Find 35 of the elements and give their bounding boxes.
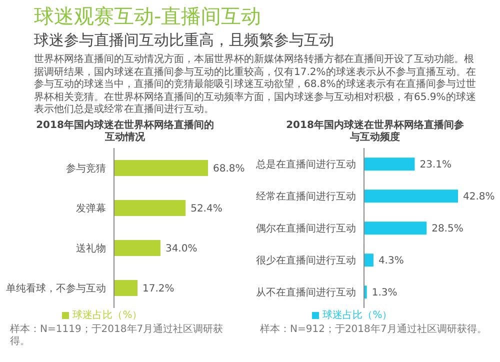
bar bbox=[114, 280, 138, 296]
y-tick-label: 总是在直播间进行互动 bbox=[255, 158, 356, 171]
bar bbox=[364, 190, 458, 203]
data-label: 42.8% bbox=[463, 192, 495, 203]
bar bbox=[364, 222, 427, 235]
y-tick-label: 参与竞猜 bbox=[66, 162, 106, 175]
y-tick-label: 经常在直播间进行互动 bbox=[256, 190, 356, 203]
y-tick-label: 单纯看球，不参与互动 bbox=[6, 282, 106, 295]
bar bbox=[114, 160, 208, 176]
y-tick-label: 发弹幕 bbox=[76, 202, 106, 215]
legend-label: 球迷占比（%） bbox=[72, 310, 142, 321]
bar bbox=[114, 200, 186, 216]
y-tick-label: 从不在直播间进行互动 bbox=[256, 286, 356, 299]
y-tick-label: 偶尔在直播间进行互动 bbox=[256, 222, 356, 235]
data-label: 23.1% bbox=[420, 160, 452, 171]
chart-title: 2018年国内球迷在世界杯网络直播间的互动情况 bbox=[35, 120, 215, 145]
bar bbox=[114, 240, 160, 256]
data-label: 17.2% bbox=[142, 284, 174, 295]
data-label: 1.3% bbox=[372, 288, 398, 299]
y-tick-label: 送礼物 bbox=[76, 242, 106, 255]
data-label: 34.0% bbox=[165, 244, 198, 255]
bar bbox=[364, 254, 374, 267]
data-label: 28.5% bbox=[432, 224, 464, 235]
text: 样本：N=912；于2018年7月通过社区调研获得。 bbox=[259, 322, 488, 336]
bar bbox=[364, 158, 415, 171]
y-tick-label: 很少在直播间进行互动 bbox=[256, 254, 356, 267]
data-label: 52.4% bbox=[190, 204, 222, 215]
text: 球迷参与直播间互动比重高，且频繁参与互动 bbox=[34, 30, 335, 50]
text: 样本：N=1119；于2018年7月通过社区调研获得。 bbox=[9, 322, 224, 348]
data-label: 4.3% bbox=[378, 256, 404, 267]
text: 世界杯网络直播间的互动情况方面，本届世界杯的新媒体网络转播方都在直播间开设了互动功能。根据调研结果，国内球迷在直播间参与互动的比重较高，仅有17.2%的球迷表示从不参与直播互动。在参与互动的球迷当中，直播间的竞猜最能吸引球迷互动欲望，68.8%的球迷表示有在直播间参与过世界杯相关竞猜。在世界杯网络直播间的互动频率方面，国内球迷参与互动相对积极，有65.9%的球迷表示他们总是或经常在直播间进行互动。 bbox=[34, 54, 476, 116]
data-label: 68.8% bbox=[213, 164, 245, 175]
legend-label: 球迷占比（%） bbox=[322, 310, 392, 321]
text: 球迷观赛互动-直播间互动 bbox=[34, 4, 262, 28]
chart-title: 2018年国内球迷在世界杯网络直播间参与互动频度 bbox=[285, 120, 465, 145]
